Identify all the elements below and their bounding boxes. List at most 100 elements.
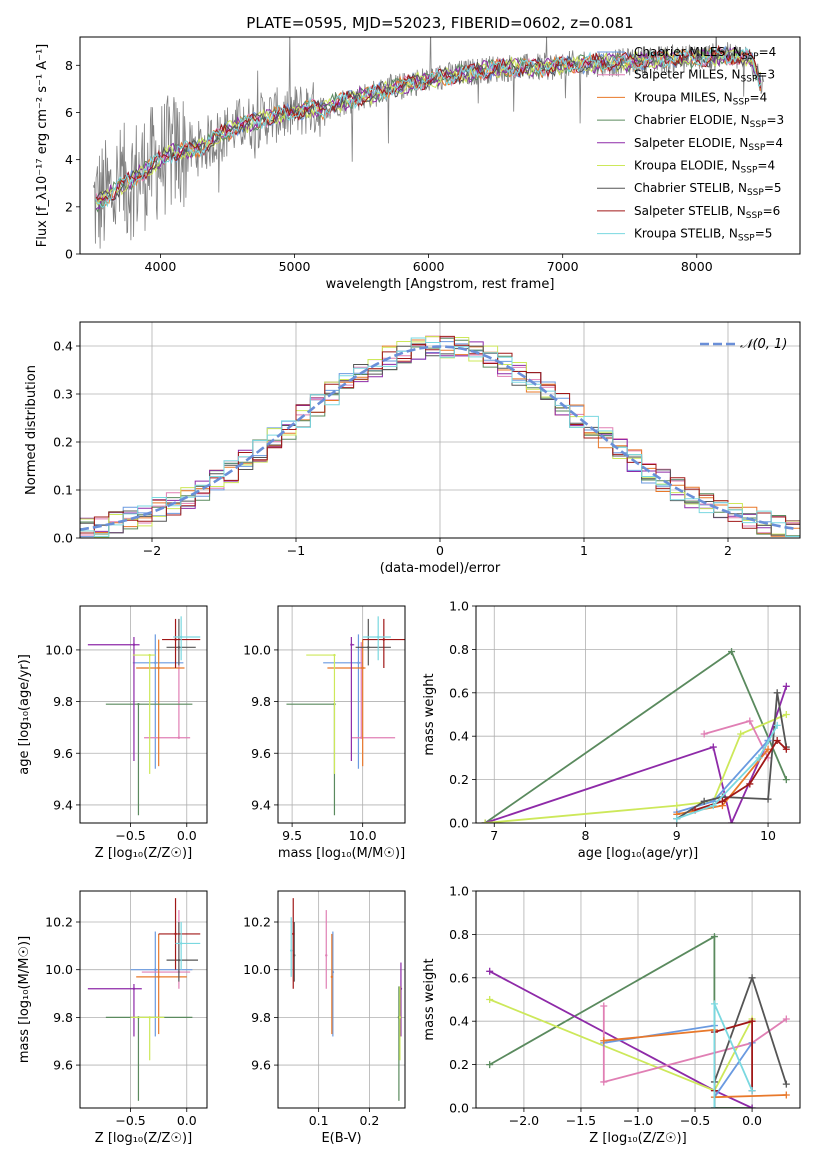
data-point <box>179 942 183 945</box>
data-point <box>177 736 181 739</box>
mass-z-xlabel: Z [log₁₀(Z/Z☉)] <box>95 1131 192 1146</box>
data-point <box>292 932 295 936</box>
spectrum-xtick-label: 8000 <box>681 259 713 274</box>
weight-marker <box>600 1037 608 1045</box>
data-point <box>154 661 157 665</box>
residuals-xlabel: (data-model)/error <box>380 561 501 576</box>
mass-z-ylabel: mass [log₁₀(M/M☉)] <box>17 936 32 1063</box>
residual-histogram <box>80 337 800 537</box>
mass-z-xtick-label: 0.0 <box>177 1113 197 1128</box>
age-z-marks <box>87 616 201 816</box>
data-point <box>367 646 370 649</box>
mass-ebv-grid <box>278 891 405 1108</box>
weight-z-ytick-label: 0.8 <box>449 927 469 942</box>
legend-item: Kroupa ELODIE, NSSP=4 <box>634 159 775 176</box>
data-point <box>398 1016 402 1019</box>
legend-item: Salpeter MILES, NSSP=3 <box>634 68 775 85</box>
mass-ebv-ytick-label: 9.6 <box>251 1058 271 1073</box>
data-point <box>154 968 157 971</box>
age-z-ytick-label: 10.0 <box>45 642 73 657</box>
mass-z-frame <box>79 890 208 1109</box>
data-point <box>290 949 293 952</box>
residuals-ytick-label: 0.4 <box>53 339 73 354</box>
data-point <box>382 638 386 641</box>
age-z-ytick-label: 9.6 <box>53 746 73 761</box>
weight-z-ytick-label: 0.6 <box>449 970 469 985</box>
spectrum-ylabel: Flux [f_λ10⁻¹⁷ erg cm⁻² s⁻¹ A⁻¹] <box>35 44 50 248</box>
residuals-frame <box>79 321 801 539</box>
mass-ebv-ytick-label: 10.2 <box>243 915 271 930</box>
data-point <box>357 661 360 665</box>
data-point <box>177 646 181 649</box>
data-point <box>361 666 364 670</box>
weight-marker <box>782 682 790 690</box>
spectrum-xlabel: wavelength [Angstrom, rest frame] <box>326 277 555 292</box>
data-point <box>148 1016 151 1019</box>
spectrum-ytick-label: 6 <box>65 105 73 120</box>
data-point <box>148 653 151 657</box>
weight-marker <box>737 730 745 738</box>
legend-item: Kroupa STELIB, NSSP=5 <box>634 227 772 244</box>
age-z-ylabel: age [log₁₀(age/yr)] <box>17 654 32 775</box>
weight-marker <box>773 721 781 729</box>
weight-marker <box>710 1104 718 1108</box>
age-z-ytick-label: 9.8 <box>53 694 73 709</box>
weight-marker <box>764 795 772 803</box>
spectrum-marks <box>93 37 765 249</box>
weight-marker <box>728 648 736 656</box>
weight-marker <box>700 730 708 738</box>
data-point <box>137 702 140 706</box>
weight-marker <box>673 815 681 823</box>
weight-marker <box>709 743 717 751</box>
spectrum-ytick-label: 2 <box>65 199 73 214</box>
residuals-marks <box>80 335 800 538</box>
data-point <box>325 954 328 957</box>
data-point <box>360 736 363 739</box>
age-mass-ytick-label: 10.0 <box>243 642 271 657</box>
weight-age-marks <box>481 648 790 823</box>
weight-marker <box>748 1087 756 1095</box>
age-z-xtick-label: −0.5 <box>115 828 145 843</box>
weight-age-ylabel: mass weight <box>422 673 437 755</box>
weight-z-ytick-label: 0.2 <box>449 1057 469 1072</box>
weight-marker <box>782 745 790 753</box>
legend-item: Kroupa MILES, NSSP=4 <box>634 90 767 107</box>
weight-age-ytick-label: 0.8 <box>449 642 469 657</box>
age-mass-xtick-label: 9.5 <box>282 828 302 843</box>
data-point <box>132 987 136 990</box>
age-z-frame <box>79 605 208 824</box>
age-z-xlabel: Z [log₁₀(Z/Z☉)] <box>95 846 192 861</box>
legend-item: Chabrier ELODIE, NSSP=3 <box>634 113 784 130</box>
weight-marker <box>486 1061 494 1069</box>
weight-marker <box>782 776 790 784</box>
weight-z-xtick-label: −1.5 <box>566 1113 596 1128</box>
legend-item: Salpeter STELIB, NSSP=6 <box>634 204 780 221</box>
weight-z-marks <box>486 933 790 1108</box>
data-point <box>157 666 160 670</box>
age-mass-ytick-label: 9.6 <box>251 746 271 761</box>
legend-item: Salpeter ELODIE, NSSP=4 <box>634 136 783 153</box>
residuals-xtick-label: 0 <box>436 543 444 558</box>
data-point <box>132 643 136 646</box>
residuals-ytick-label: 0.0 <box>53 531 73 546</box>
weight-age-ytick-label: 1.0 <box>449 599 469 614</box>
mass-ebv-ytick-label: 9.8 <box>251 1010 271 1025</box>
weight-marker <box>600 1078 608 1086</box>
residuals-xtick-label: 1 <box>580 543 588 558</box>
weight-z-ytick-label: 0.0 <box>449 1101 469 1116</box>
weight-age-ytick-label: 0.6 <box>449 685 469 700</box>
weight-marker <box>755 754 763 762</box>
weight-z-xtick-label: −0.5 <box>680 1113 710 1128</box>
weight-age-xtick-label: 8 <box>582 828 590 843</box>
mass-z-xtick-label: −0.5 <box>115 1113 145 1128</box>
mass-z-panel: −0.5 0.0 9.6 9.8 10.0 10.2 Z [log₁₀(Z/Z☉)] mass… <box>17 890 208 1146</box>
data-point <box>350 643 353 646</box>
weight-age-ytick-label: 0.0 <box>449 816 469 831</box>
data-point <box>174 932 177 936</box>
legend-item: Chabrier MILES, NSSP=4 <box>634 45 776 62</box>
weight-marker <box>773 737 781 745</box>
legend-item: Chabrier STELIB, NSSP=5 <box>634 181 782 198</box>
spectrum-xtick-label: 5000 <box>279 259 311 274</box>
residuals-ytick-label: 0.3 <box>53 387 73 402</box>
